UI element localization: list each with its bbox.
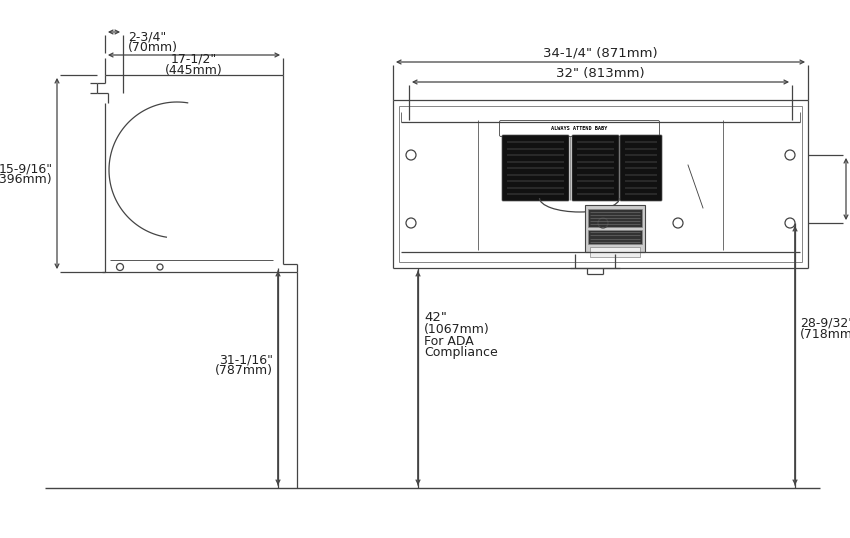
FancyBboxPatch shape bbox=[572, 135, 619, 201]
Text: (718mm): (718mm) bbox=[800, 328, 850, 341]
Text: Compliance: Compliance bbox=[424, 346, 498, 359]
Text: (70mm): (70mm) bbox=[128, 41, 178, 54]
Text: 31-1/16": 31-1/16" bbox=[219, 353, 273, 366]
Text: (787mm): (787mm) bbox=[215, 364, 273, 377]
Text: 17-1/2": 17-1/2" bbox=[171, 53, 217, 66]
Bar bbox=[590, 247, 640, 257]
Text: 34-1/4" (871mm): 34-1/4" (871mm) bbox=[543, 47, 658, 60]
Text: 2-3/4": 2-3/4" bbox=[128, 30, 167, 43]
Bar bbox=[588, 209, 642, 227]
FancyBboxPatch shape bbox=[500, 121, 660, 137]
Bar bbox=[588, 230, 642, 244]
Text: 32" (813mm): 32" (813mm) bbox=[556, 67, 645, 80]
Bar bbox=[585, 205, 645, 252]
FancyBboxPatch shape bbox=[620, 135, 662, 201]
FancyBboxPatch shape bbox=[502, 135, 569, 201]
Text: (445mm): (445mm) bbox=[165, 64, 223, 77]
Text: ALWAYS ATTEND BABY: ALWAYS ATTEND BABY bbox=[552, 126, 608, 131]
Text: 42": 42" bbox=[424, 312, 447, 324]
Text: (396mm): (396mm) bbox=[0, 173, 53, 187]
Text: 15-9/16": 15-9/16" bbox=[0, 162, 53, 175]
Text: 28-9/32": 28-9/32" bbox=[800, 317, 850, 330]
Text: (1067mm): (1067mm) bbox=[424, 323, 490, 336]
Text: For ADA: For ADA bbox=[424, 335, 473, 349]
